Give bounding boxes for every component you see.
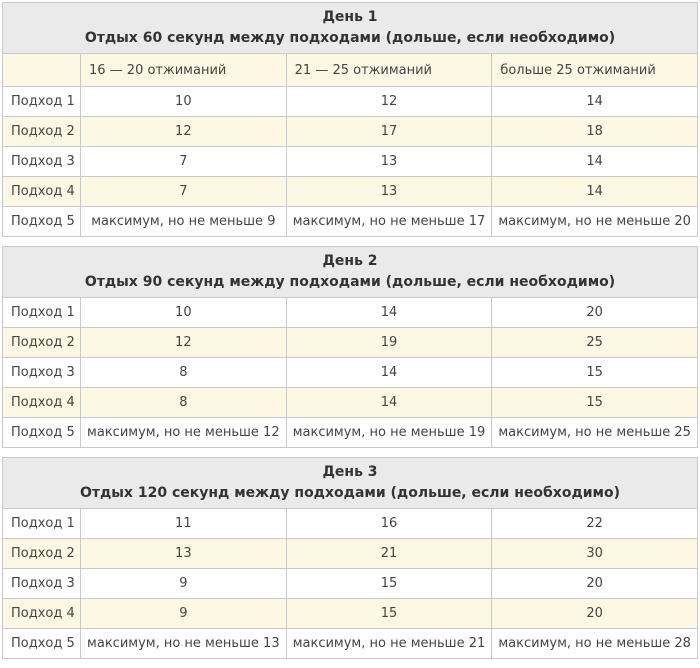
pushup-table-day-3: День 3 Отдых 120 секунд между подходами (… (2, 457, 698, 659)
row-label: Подход 4 (2, 176, 81, 207)
value-cell: 20 (491, 568, 698, 599)
row-label: Подход 3 (2, 568, 81, 599)
table-row: Подход 3 8 14 15 (2, 357, 698, 388)
column-header: 21 — 25 отжиманий (285, 53, 493, 87)
value-cell: 9 (80, 598, 287, 629)
value-cell: 12 (80, 116, 287, 147)
table-row: Подход 1 11 16 22 (2, 508, 698, 539)
table-row: Подход 4 8 14 15 (2, 387, 698, 418)
value-cell: 18 (491, 116, 698, 147)
column-header-row: 16 — 20 отжиманий 21 — 25 отжиманий больше… (2, 53, 698, 87)
value-cell: 20 (491, 598, 698, 629)
value-cell: максимум, но не меньше 19 (285, 417, 493, 448)
value-cell: 14 (491, 86, 698, 117)
day-subtitle: Отдых 60 секунд между подходами (дольше,… (84, 30, 616, 46)
row-label: Подход 5 (2, 628, 81, 659)
value-cell: максимум, но не меньше 28 (491, 628, 698, 659)
table-title-row: День 2 Отдых 90 секунд между подходами (д… (2, 246, 698, 298)
value-cell: 17 (285, 116, 493, 147)
pushup-table-day-1: День 1 Отдых 60 секунд между подходами (д… (2, 2, 698, 237)
corner-cell (2, 53, 81, 87)
table-title-cell: День 1 Отдых 60 секунд между подходами (д… (2, 2, 698, 54)
value-cell: 7 (80, 176, 287, 207)
value-cell: 16 (285, 508, 493, 539)
table-row: Подход 4 9 15 20 (2, 598, 698, 629)
value-cell: максимум, но не меньше 20 (491, 206, 698, 237)
value-cell: 14 (285, 387, 493, 418)
table-row: Подход 5 максимум, но не меньше 13 максиму… (2, 628, 698, 659)
value-cell: 14 (491, 176, 698, 207)
value-cell: 15 (491, 357, 698, 388)
row-label: Подход 3 (2, 146, 81, 177)
value-cell: 30 (491, 538, 698, 569)
value-cell: максимум, но не меньше 12 (80, 417, 287, 448)
row-label: Подход 5 (2, 206, 81, 237)
value-cell: 10 (80, 297, 287, 328)
value-cell: 15 (285, 598, 493, 629)
row-label: Подход 3 (2, 357, 81, 388)
day-title: День 2 (322, 253, 378, 269)
value-cell: 12 (80, 327, 287, 358)
row-label: Подход 2 (2, 538, 81, 569)
value-cell: 9 (80, 568, 287, 599)
value-cell: 15 (285, 568, 493, 599)
row-label: Подход 2 (2, 116, 81, 147)
pushup-table-day-2: День 2 Отдых 90 секунд между подходами (д… (2, 246, 698, 448)
row-label: Подход 4 (2, 387, 81, 418)
value-cell: максимум, но не меньше 25 (491, 417, 698, 448)
value-cell: 15 (491, 387, 698, 418)
table-row: Подход 2 12 17 18 (2, 116, 698, 147)
value-cell: 14 (285, 297, 493, 328)
value-cell: максимум, но не меньше 21 (285, 628, 493, 659)
value-cell: 20 (491, 297, 698, 328)
value-cell: 8 (80, 357, 287, 388)
table-row: Подход 2 12 19 25 (2, 327, 698, 358)
row-label: Подход 1 (2, 86, 81, 117)
column-header: больше 25 отжиманий (491, 53, 698, 87)
table-row: Подход 2 13 21 30 (2, 538, 698, 569)
table-title-cell: День 2 Отдых 90 секунд между подходами (д… (2, 246, 698, 298)
value-cell: 13 (285, 146, 493, 177)
table-row: Подход 5 максимум, но не меньше 12 максиму… (2, 417, 698, 448)
day-subtitle: Отдых 120 секунд между подходами (дольше… (79, 485, 621, 501)
value-cell: 22 (491, 508, 698, 539)
value-cell: 13 (285, 176, 493, 207)
row-label: Подход 5 (2, 417, 81, 448)
row-label: Подход 1 (2, 508, 81, 539)
table-row: Подход 5 максимум, но не меньше 9 максимум… (2, 206, 698, 237)
row-label: Подход 2 (2, 327, 81, 358)
table-row: Подход 3 7 13 14 (2, 146, 698, 177)
value-cell: 19 (285, 327, 493, 358)
table-row: Подход 4 7 13 14 (2, 176, 698, 207)
value-cell: 11 (80, 508, 287, 539)
value-cell: 21 (285, 538, 493, 569)
value-cell: 25 (491, 327, 698, 358)
row-label: Подход 1 (2, 297, 81, 328)
value-cell: 12 (285, 86, 493, 117)
table-row: Подход 3 9 15 20 (2, 568, 698, 599)
table-title-row: День 3 Отдых 120 секунд между подходами (… (2, 457, 698, 509)
value-cell: 13 (80, 538, 287, 569)
table-row: Подход 1 10 12 14 (2, 86, 698, 117)
value-cell: максимум, но не меньше 17 (285, 206, 493, 237)
column-header: 16 — 20 отжиманий (80, 53, 287, 87)
value-cell: 10 (80, 86, 287, 117)
value-cell: 7 (80, 146, 287, 177)
day-title: День 3 (322, 464, 378, 480)
value-cell: 14 (285, 357, 493, 388)
day-subtitle: Отдых 90 секунд между подходами (дольше,… (84, 274, 616, 290)
table-title-cell: День 3 Отдых 120 секунд между подходами (… (2, 457, 698, 509)
day-title: День 1 (322, 9, 378, 25)
row-label: Подход 4 (2, 598, 81, 629)
table-title-row: День 1 Отдых 60 секунд между подходами (д… (2, 2, 698, 54)
value-cell: 8 (80, 387, 287, 418)
value-cell: максимум, но не меньше 13 (80, 628, 287, 659)
table-row: Подход 1 10 14 20 (2, 297, 698, 328)
value-cell: 14 (491, 146, 698, 177)
value-cell: максимум, но не меньше 9 (80, 206, 287, 237)
